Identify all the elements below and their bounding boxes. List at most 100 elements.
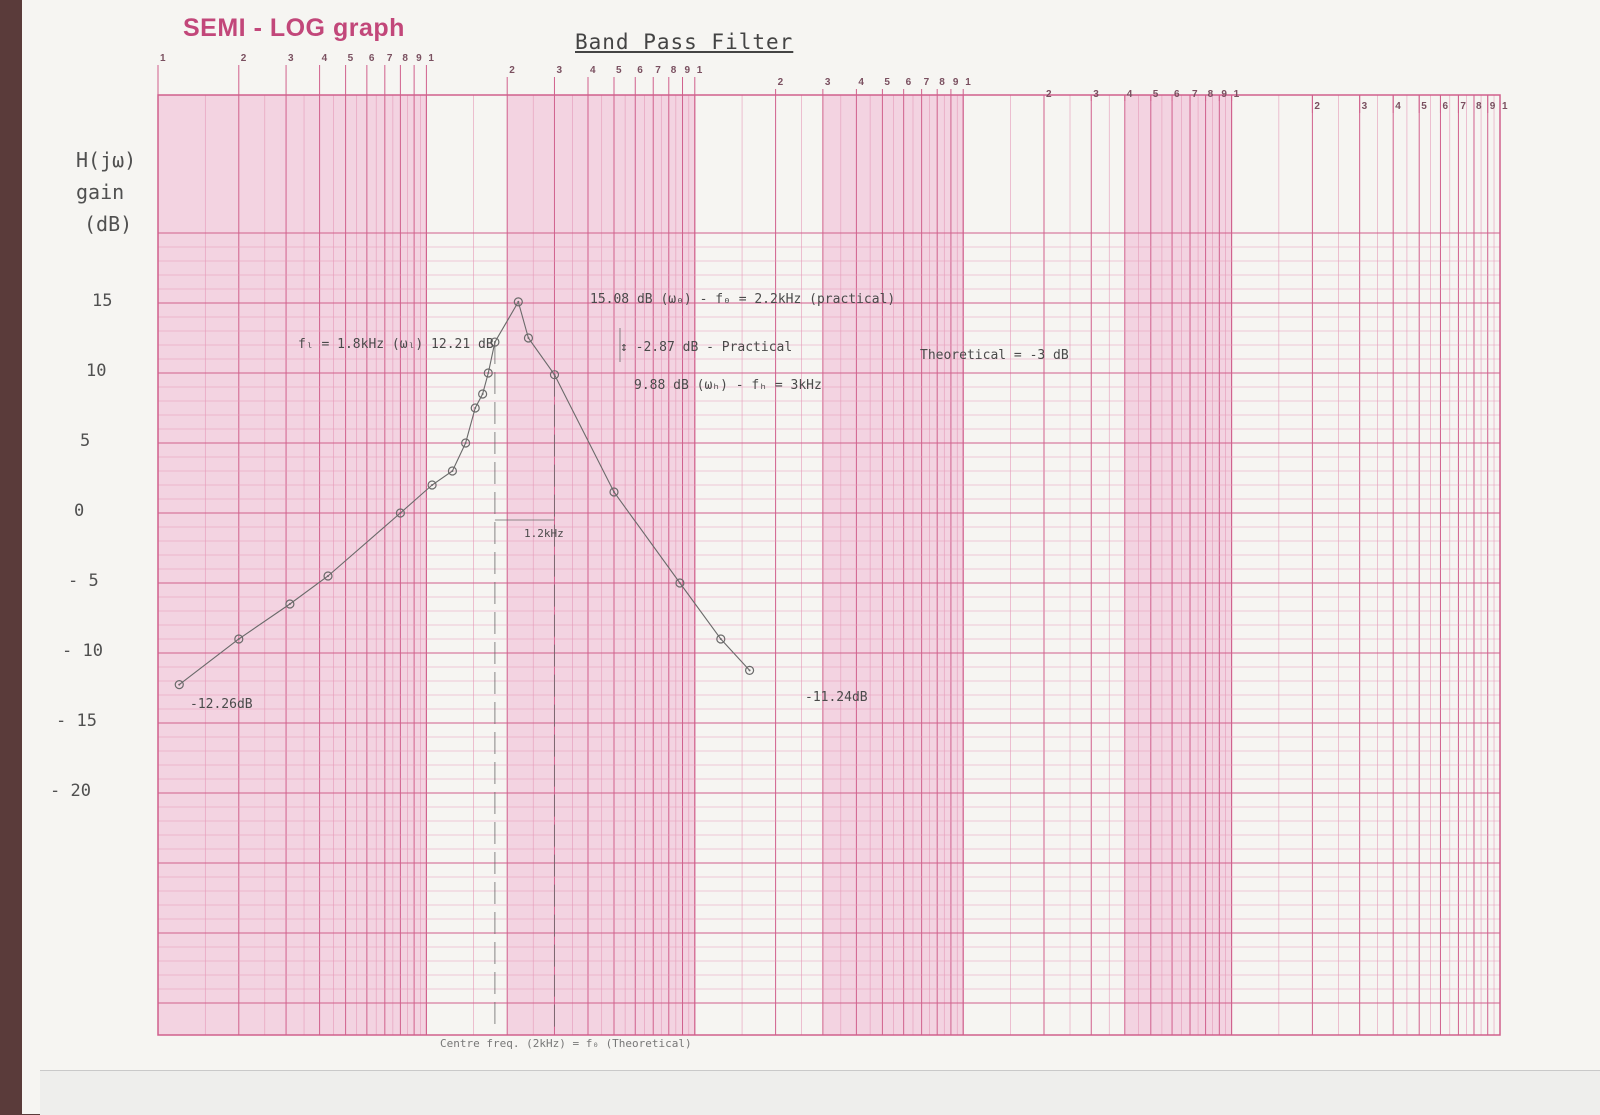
cycle-tick-label: 3: [556, 65, 562, 76]
cycle-tick-label: 9: [685, 65, 691, 76]
data-point: [483, 368, 493, 378]
cycle-tick-label: 1: [697, 65, 703, 76]
data-point-dot: [487, 372, 490, 374]
data-point-dot: [237, 638, 240, 640]
ylabel-line-1: H(jω): [76, 148, 137, 172]
data-point: [427, 480, 437, 490]
cycle-tick-label: 2: [509, 65, 515, 76]
cycle-tick-label: 2: [1314, 101, 1320, 112]
data-point-dot: [464, 442, 467, 444]
data-point-dot: [451, 470, 454, 472]
cycle-tick-label: 4: [590, 65, 596, 76]
data-point-dot: [719, 638, 722, 640]
cycle-tick-label: 7: [655, 65, 661, 76]
data-point-dot: [431, 484, 434, 486]
cycle-tick-label: 6: [1174, 89, 1180, 100]
data-point-dot: [474, 407, 477, 409]
cycle-tick-label: 5: [884, 77, 890, 88]
cycle-tick-label: 6: [369, 53, 375, 64]
data-point: [478, 389, 488, 399]
data-point: [323, 571, 333, 581]
cycle-tick-label: 1: [1234, 89, 1240, 100]
y-tick-label: 0: [74, 501, 85, 521]
cycle-tick-label: 5: [1153, 89, 1159, 100]
cycle-tick-label: 8: [671, 65, 677, 76]
cycle-tick-label: 2: [241, 53, 247, 64]
annotation-theoretical: Theoretical = -3 dB: [920, 348, 1069, 363]
cycle-tick-label: 1: [428, 53, 434, 64]
cycle-tick-label: 4: [1127, 89, 1133, 100]
annotation-drop: ↕ -2.87 dB - Practical: [620, 340, 793, 355]
cycle-tick-label: 1: [160, 53, 166, 64]
cycle-tick-label: 8: [939, 77, 945, 88]
y-tick-label: 5: [80, 431, 91, 451]
y-tick-label: 15: [92, 291, 113, 311]
data-point: [234, 634, 244, 644]
cycle-tick-label: 7: [1460, 101, 1466, 112]
data-point: [523, 333, 534, 343]
data-point: [744, 665, 755, 675]
cycle-tick-label: 4: [1395, 101, 1401, 112]
grid-band-2: [822, 95, 964, 1035]
cycle-tick-label: 3: [288, 53, 294, 64]
cycle-tick-label: 1: [965, 77, 971, 88]
cycle-tick-label: 2: [1046, 89, 1052, 100]
cycle-tick-label: 1: [1502, 101, 1508, 112]
data-point-dot: [178, 683, 181, 686]
paper-fold: [40, 1070, 1600, 1115]
cycle-tick-label: 2: [778, 77, 784, 88]
ylabel-line-3: (dB): [84, 212, 133, 236]
data-point: [513, 297, 523, 307]
data-point: [470, 403, 480, 413]
annotation-peak: 15.08 dB (ω₀) - f₀ = 2.2kHz (practical): [590, 292, 896, 307]
data-point: [675, 578, 685, 588]
data-point: [395, 508, 405, 518]
y-tick-label: - 5: [68, 571, 99, 591]
data-point: [461, 438, 471, 448]
data-point-dot: [481, 393, 484, 395]
annotation-fh: 9.88 dB (ωₕ) - fₕ = 3kHz: [634, 378, 822, 393]
cycle-tick-label: 7: [387, 53, 393, 64]
cycle-tick-label: 8: [1208, 89, 1214, 100]
data-point: [285, 599, 295, 609]
cycle-tick-label: 4: [322, 53, 328, 64]
cycle-tick-label: 6: [1442, 101, 1448, 112]
cycle-tick-label: 8: [1476, 101, 1482, 112]
cycle-tick-label: 5: [616, 65, 622, 76]
cycle-tick-label: 9: [416, 53, 422, 64]
y-tick-label: 10: [86, 361, 107, 381]
annotation-bottom-note: Centre freq. (2kHz) = f₀ (Theoretical): [440, 1037, 692, 1050]
cycle-tick-label: 4: [858, 77, 864, 88]
data-point-dot: [613, 491, 616, 493]
chart-title: Band Pass Filter: [575, 30, 794, 54]
cycle-tick-label: 6: [906, 77, 912, 88]
data-point: [174, 680, 184, 690]
data-point-dot: [527, 337, 530, 339]
cycle-tick-label: 6: [637, 65, 643, 76]
cycle-tick-label: 7: [1192, 89, 1198, 100]
cycle-tick-label: 3: [1093, 89, 1099, 100]
y-tick-label: - 20: [50, 781, 91, 801]
cycle-tick-label: 3: [825, 77, 831, 88]
y-tick-label: - 15: [56, 711, 97, 731]
data-point-dot: [517, 300, 520, 303]
cycle-tick-label: 5: [348, 53, 354, 64]
data-point-dot: [327, 575, 330, 577]
data-point-dot: [399, 512, 402, 514]
annotation-bandwidth: 1.2kHz: [524, 527, 564, 540]
data-point-dot: [288, 603, 291, 605]
annotation-left-end: -12.26dB: [190, 697, 253, 712]
data-point: [447, 466, 458, 476]
plot-frame: [157, 94, 1501, 1036]
annotation-fl: fₗ = 1.8kHz (ωₗ) 12.21 dB: [298, 337, 494, 352]
cycle-tick-label: 5: [1421, 101, 1427, 112]
cycle-tick-label: 3: [1362, 101, 1368, 112]
cycle-tick-label: 9: [1490, 101, 1496, 112]
cycle-tick-label: 8: [402, 53, 408, 64]
annotation-right-end: -11.24dB: [805, 690, 868, 705]
grid-band-0: [158, 95, 427, 1035]
data-point-dot: [678, 582, 681, 584]
cycle-tick-label: 9: [953, 77, 959, 88]
data-point-dot: [748, 669, 751, 672]
